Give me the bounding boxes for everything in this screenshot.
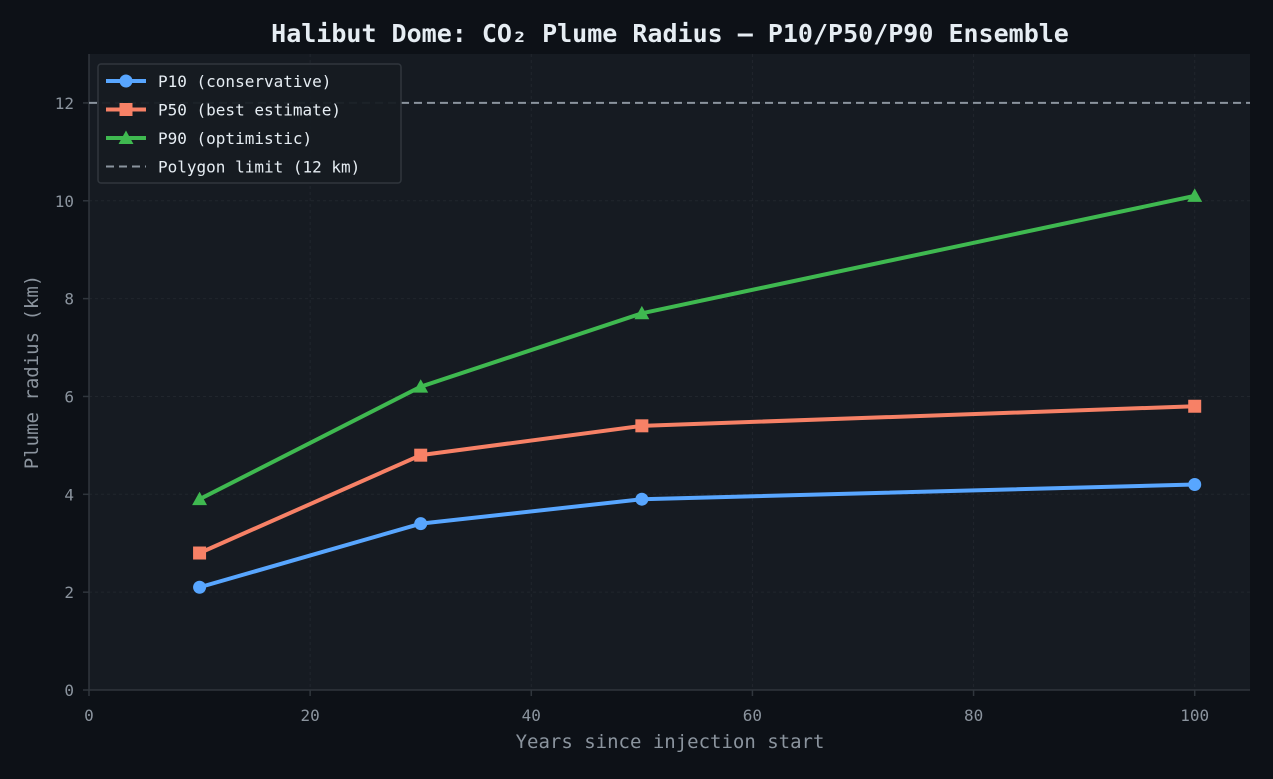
axes bbox=[88, 54, 1250, 691]
data-point-p50 bbox=[1188, 399, 1202, 413]
series-line-p50 bbox=[197, 404, 1197, 556]
x-tick-label: 60 bbox=[743, 706, 762, 725]
y-tick-label: 0 bbox=[64, 681, 74, 700]
x-tick-label: 20 bbox=[301, 706, 320, 725]
legend-item: P50 (best estimate) bbox=[106, 101, 341, 120]
y-tick-label: 6 bbox=[64, 387, 74, 406]
data-point-p10 bbox=[414, 517, 428, 531]
y-axis-ticks: 0 2 4 6 8 10 12 bbox=[55, 94, 89, 700]
legend-item: P90 (optimistic) bbox=[106, 129, 312, 148]
x-axis-label: Years since injection start bbox=[516, 731, 825, 753]
x-tick-label: 100 bbox=[1180, 706, 1209, 725]
x-tick-label: 0 bbox=[84, 706, 94, 725]
data-point-p90 bbox=[634, 305, 650, 320]
data-point-p50 bbox=[635, 419, 649, 433]
series-p90 bbox=[192, 188, 1203, 506]
data-point-p10 bbox=[193, 580, 207, 594]
legend-label: P50 (best estimate) bbox=[158, 101, 341, 120]
y-tick-label: 10 bbox=[55, 192, 74, 211]
chart-title: Halibut Dome: CO₂ Plume Radius — P10/P50… bbox=[271, 19, 1069, 48]
series-line-p10 bbox=[197, 482, 1197, 590]
legend-item: P10 (conservative) bbox=[106, 72, 331, 91]
series-line-p90 bbox=[197, 193, 1197, 502]
y-tick-label: 8 bbox=[64, 290, 74, 309]
legend-label: P90 (optimistic) bbox=[158, 129, 312, 148]
legend-box bbox=[97, 63, 402, 184]
data-point-p50 bbox=[193, 546, 207, 560]
data-point-p10 bbox=[635, 492, 649, 506]
legend-marker bbox=[119, 103, 133, 116]
data-series bbox=[192, 188, 1203, 594]
series-p50 bbox=[193, 399, 1202, 560]
legend-marker bbox=[118, 130, 134, 144]
x-tick-label: 80 bbox=[964, 706, 983, 725]
data-point-p90 bbox=[1187, 188, 1203, 202]
legend-label: Polygon limit (12 km) bbox=[158, 158, 360, 177]
y-axis-label: Plume radius (km) bbox=[21, 275, 43, 469]
data-point-p90 bbox=[192, 491, 208, 506]
x-tick-label: 40 bbox=[522, 706, 541, 725]
legend-item: Polygon limit (12 km) bbox=[106, 158, 360, 177]
legend-marker bbox=[119, 74, 133, 88]
legend-label: P10 (conservative) bbox=[158, 72, 331, 91]
legend: P10 (conservative) P50 (best estimate) P90… bbox=[97, 63, 402, 184]
x-axis-ticks: 0 20 40 60 80 100 bbox=[84, 690, 1209, 725]
data-point-p10 bbox=[1188, 478, 1202, 492]
data-point-p50 bbox=[414, 448, 428, 462]
series-p10 bbox=[193, 478, 1202, 594]
y-tick-label: 4 bbox=[64, 485, 74, 504]
y-tick-label: 12 bbox=[55, 94, 74, 113]
data-point-p90 bbox=[413, 379, 429, 393]
y-tick-label: 2 bbox=[64, 583, 74, 602]
